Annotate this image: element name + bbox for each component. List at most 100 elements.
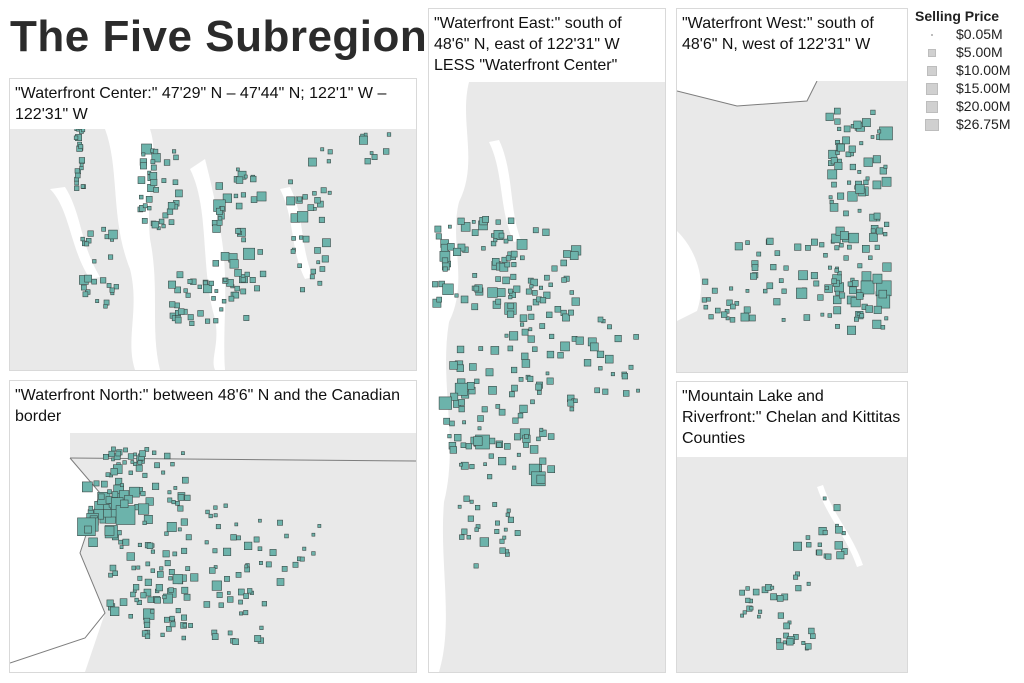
property-marker[interactable] bbox=[513, 285, 521, 293]
property-marker[interactable] bbox=[872, 273, 883, 284]
property-marker[interactable] bbox=[571, 297, 580, 306]
property-marker[interactable] bbox=[281, 566, 288, 572]
property-marker[interactable] bbox=[133, 452, 137, 457]
property-marker[interactable] bbox=[544, 274, 550, 281]
property-marker[interactable] bbox=[317, 524, 322, 528]
property-marker[interactable] bbox=[101, 226, 106, 232]
property-marker[interactable] bbox=[147, 206, 152, 211]
property-marker[interactable] bbox=[573, 398, 578, 403]
property-marker[interactable] bbox=[358, 135, 368, 145]
property-marker[interactable] bbox=[82, 481, 93, 493]
property-marker[interactable] bbox=[847, 244, 852, 250]
property-marker[interactable] bbox=[161, 470, 166, 475]
property-marker[interactable] bbox=[183, 288, 188, 293]
property-marker[interactable] bbox=[835, 290, 841, 296]
property-marker[interactable] bbox=[854, 316, 859, 322]
property-marker[interactable] bbox=[140, 592, 147, 599]
property-marker[interactable] bbox=[142, 472, 148, 478]
property-marker[interactable] bbox=[549, 333, 555, 339]
property-marker[interactable] bbox=[568, 309, 574, 316]
property-marker[interactable] bbox=[461, 528, 468, 535]
property-marker[interactable] bbox=[840, 231, 849, 240]
property-marker[interactable] bbox=[491, 258, 500, 266]
property-marker[interactable] bbox=[108, 254, 114, 260]
property-marker[interactable] bbox=[835, 526, 843, 534]
property-marker[interactable] bbox=[122, 538, 130, 546]
property-marker[interactable] bbox=[123, 447, 128, 453]
property-marker[interactable] bbox=[808, 627, 815, 635]
property-marker[interactable] bbox=[457, 504, 462, 509]
property-marker[interactable] bbox=[776, 595, 784, 602]
property-marker[interactable] bbox=[873, 305, 882, 314]
property-marker[interactable] bbox=[471, 220, 476, 224]
property-marker[interactable] bbox=[150, 549, 155, 554]
property-marker[interactable] bbox=[569, 406, 575, 412]
property-marker[interactable] bbox=[822, 530, 828, 536]
property-marker[interactable] bbox=[563, 250, 571, 258]
property-marker[interactable] bbox=[523, 441, 529, 448]
property-marker[interactable] bbox=[290, 249, 296, 254]
property-marker[interactable] bbox=[512, 417, 519, 424]
property-marker[interactable] bbox=[214, 289, 219, 293]
property-marker[interactable] bbox=[774, 250, 781, 256]
property-marker[interactable] bbox=[256, 191, 267, 202]
property-marker[interactable] bbox=[84, 241, 90, 247]
property-marker[interactable] bbox=[865, 176, 870, 181]
property-marker[interactable] bbox=[474, 504, 481, 511]
property-marker[interactable] bbox=[447, 434, 452, 439]
property-marker[interactable] bbox=[131, 565, 137, 571]
property-marker[interactable] bbox=[139, 450, 146, 457]
property-marker[interactable] bbox=[870, 135, 875, 139]
property-marker[interactable] bbox=[481, 246, 486, 251]
property-marker[interactable] bbox=[162, 550, 170, 558]
property-marker[interactable] bbox=[525, 288, 532, 295]
property-marker[interactable] bbox=[507, 235, 513, 242]
property-marker[interactable] bbox=[176, 271, 184, 279]
property-marker[interactable] bbox=[548, 282, 553, 287]
property-marker[interactable] bbox=[793, 541, 803, 551]
property-marker[interactable] bbox=[714, 307, 721, 314]
property-marker[interactable] bbox=[107, 489, 112, 495]
property-marker[interactable] bbox=[511, 384, 518, 392]
property-marker[interactable] bbox=[532, 290, 538, 296]
property-marker[interactable] bbox=[498, 408, 506, 416]
property-marker[interactable] bbox=[297, 196, 303, 202]
property-marker[interactable] bbox=[103, 453, 109, 460]
property-marker[interactable] bbox=[859, 141, 864, 146]
property-marker[interactable] bbox=[181, 586, 189, 594]
property-marker[interactable] bbox=[239, 611, 243, 616]
property-marker[interactable] bbox=[837, 192, 845, 200]
property-marker[interactable] bbox=[197, 310, 204, 317]
property-marker[interactable] bbox=[469, 499, 474, 504]
property-marker[interactable] bbox=[546, 377, 554, 385]
property-marker[interactable] bbox=[783, 622, 790, 630]
property-marker[interactable] bbox=[122, 460, 127, 465]
property-marker[interactable] bbox=[495, 298, 502, 305]
property-marker[interactable] bbox=[110, 468, 118, 476]
property-marker[interactable] bbox=[119, 598, 128, 606]
property-marker[interactable] bbox=[164, 560, 171, 567]
property-marker[interactable] bbox=[82, 291, 89, 298]
property-marker[interactable] bbox=[510, 273, 517, 280]
property-marker[interactable] bbox=[783, 265, 789, 271]
property-marker[interactable] bbox=[766, 237, 774, 245]
property-marker[interactable] bbox=[269, 549, 277, 557]
property-marker[interactable] bbox=[297, 263, 302, 269]
property-marker[interactable] bbox=[130, 591, 136, 598]
property-marker[interactable] bbox=[146, 542, 154, 550]
property-marker[interactable] bbox=[449, 446, 457, 454]
property-marker[interactable] bbox=[188, 623, 193, 628]
property-marker[interactable] bbox=[111, 446, 116, 452]
property-marker[interactable] bbox=[222, 193, 233, 203]
property-marker[interactable] bbox=[144, 621, 151, 628]
property-marker[interactable] bbox=[507, 302, 514, 310]
property-marker[interactable] bbox=[487, 287, 498, 298]
property-marker[interactable] bbox=[108, 229, 118, 240]
property-marker[interactable] bbox=[168, 280, 176, 289]
property-marker[interactable] bbox=[482, 216, 489, 223]
property-marker[interactable] bbox=[849, 286, 857, 295]
property-marker[interactable] bbox=[168, 587, 174, 593]
property-marker[interactable] bbox=[883, 164, 888, 169]
property-marker[interactable] bbox=[474, 378, 480, 384]
property-marker[interactable] bbox=[311, 532, 316, 537]
